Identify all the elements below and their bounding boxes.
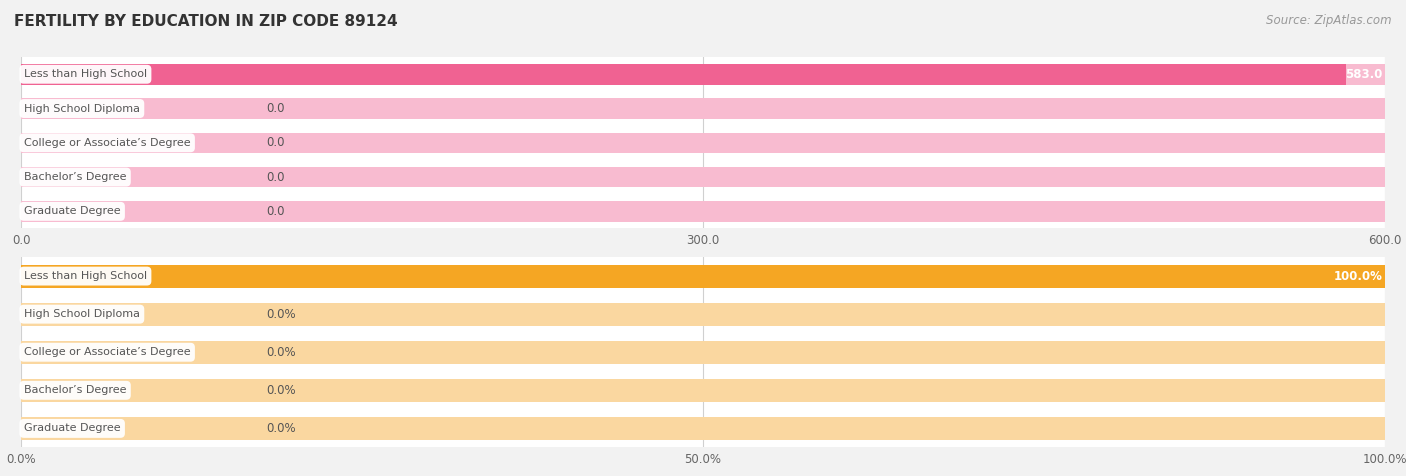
Text: 0.0%: 0.0%: [267, 346, 297, 359]
Bar: [21, 91, 1385, 126]
Bar: [21, 64, 1347, 85]
Bar: [21, 417, 1385, 440]
Bar: [21, 98, 1385, 119]
Text: Bachelor’s Degree: Bachelor’s Degree: [24, 172, 127, 182]
Text: Graduate Degree: Graduate Degree: [24, 206, 121, 217]
Text: Graduate Degree: Graduate Degree: [24, 423, 121, 434]
Text: High School Diploma: High School Diploma: [24, 103, 139, 114]
Text: 0.0: 0.0: [267, 102, 285, 115]
Bar: [21, 341, 1385, 364]
Bar: [21, 295, 1385, 333]
Text: Source: ZipAtlas.com: Source: ZipAtlas.com: [1267, 14, 1392, 27]
Bar: [21, 333, 1385, 371]
Bar: [21, 265, 1385, 288]
Bar: [21, 167, 1385, 188]
Text: 0.0%: 0.0%: [267, 422, 297, 435]
Text: 0.0: 0.0: [267, 205, 285, 218]
Bar: [21, 265, 1385, 288]
Text: 0.0%: 0.0%: [267, 384, 297, 397]
Bar: [21, 409, 1385, 447]
Text: 0.0%: 0.0%: [267, 307, 297, 321]
Bar: [21, 303, 1385, 326]
Bar: [21, 57, 1385, 91]
Text: FERTILITY BY EDUCATION IN ZIP CODE 89124: FERTILITY BY EDUCATION IN ZIP CODE 89124: [14, 14, 398, 30]
Text: 100.0%: 100.0%: [1333, 269, 1382, 283]
Text: College or Associate’s Degree: College or Associate’s Degree: [24, 138, 190, 148]
Bar: [21, 371, 1385, 409]
Bar: [21, 201, 1385, 222]
Text: High School Diploma: High School Diploma: [24, 309, 139, 319]
Bar: [21, 64, 1385, 85]
Bar: [21, 126, 1385, 160]
Text: 0.0: 0.0: [267, 170, 285, 184]
Bar: [21, 132, 1385, 153]
Text: Less than High School: Less than High School: [24, 271, 148, 281]
Text: College or Associate’s Degree: College or Associate’s Degree: [24, 347, 190, 357]
Bar: [21, 194, 1385, 228]
Bar: [21, 160, 1385, 194]
Bar: [21, 379, 1385, 402]
Text: 583.0: 583.0: [1344, 68, 1382, 81]
Text: 0.0: 0.0: [267, 136, 285, 149]
Bar: [21, 257, 1385, 295]
Text: Bachelor’s Degree: Bachelor’s Degree: [24, 385, 127, 396]
Text: Less than High School: Less than High School: [24, 69, 148, 79]
